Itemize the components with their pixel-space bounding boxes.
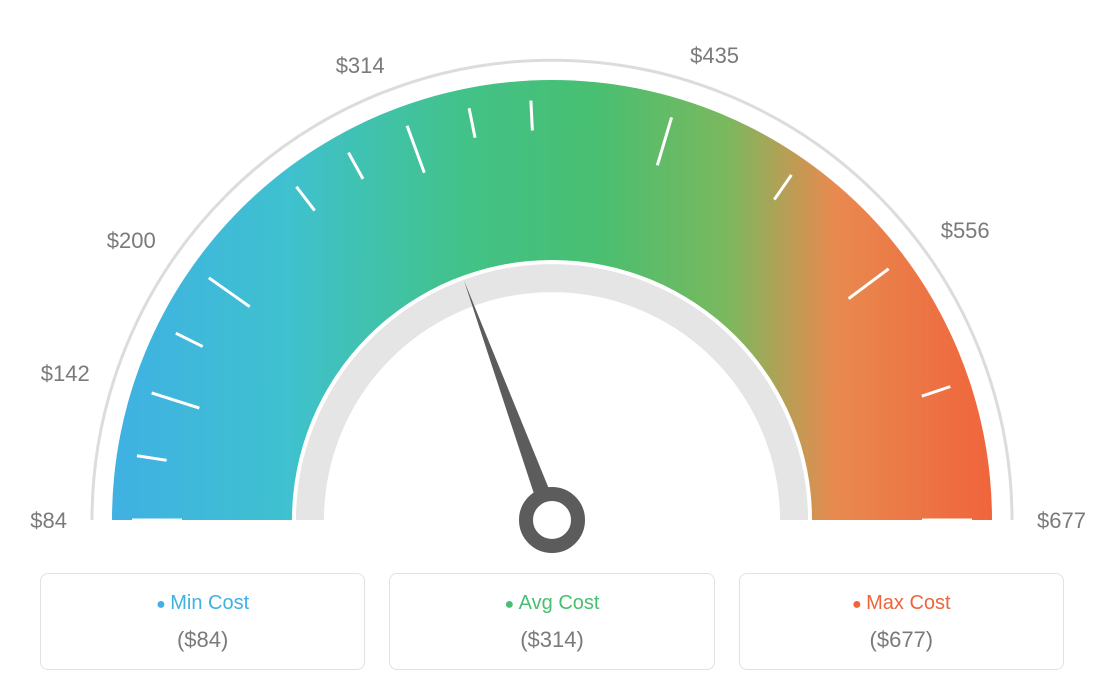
gauge-svg <box>0 20 1104 580</box>
gauge-tick-label: $314 <box>325 53 385 79</box>
gauge-chart: $84 $142 $200 $314 $435 $556 $677 <box>0 0 1104 560</box>
gauge-tick-label: $200 <box>96 228 156 254</box>
gauge-tick-label: $142 <box>30 361 90 387</box>
legend-title-max: Max Cost <box>750 592 1053 615</box>
legend-row: Min Cost ($84) Avg Cost ($314) Max Cost … <box>40 573 1064 670</box>
gauge-tick-label: $435 <box>690 43 739 69</box>
legend-card-min: Min Cost ($84) <box>40 573 365 670</box>
legend-card-avg: Avg Cost ($314) <box>389 573 714 670</box>
gauge-tick-label: $556 <box>941 218 990 244</box>
gauge-tick-label: $677 <box>1037 508 1086 534</box>
legend-card-max: Max Cost ($677) <box>739 573 1064 670</box>
legend-title-avg: Avg Cost <box>400 592 703 615</box>
gauge-tick-label: $84 <box>7 508 67 534</box>
legend-value-min: ($84) <box>51 627 354 653</box>
legend-value-max: ($677) <box>750 627 1053 653</box>
legend-title-min: Min Cost <box>51 592 354 615</box>
legend-value-avg: ($314) <box>400 627 703 653</box>
